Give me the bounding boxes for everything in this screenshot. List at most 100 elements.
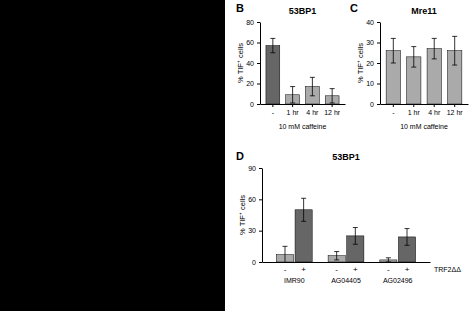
y-tick-mark: [377, 22, 380, 23]
error-bar-stem: [388, 258, 389, 262]
y-tick-label: 40: [366, 19, 374, 26]
error-bar-cap: [432, 38, 437, 39]
bar-sign-label: +: [405, 265, 410, 274]
y-axis: 0306090: [248, 165, 262, 266]
panel: 010203040-1 hr4 hr12 hr10 mM caffeineMre…: [350, 2, 469, 130]
x-tick-mark: [434, 104, 435, 107]
error-bar: [432, 38, 437, 59]
y-tick-label: 60: [248, 196, 256, 203]
x-tick-label: -: [272, 109, 275, 116]
y-tick-mark: [259, 262, 262, 263]
y-tick-mark: [377, 63, 380, 64]
y-tick: 90: [248, 165, 262, 172]
error-bar: [270, 38, 275, 52]
error-bar-stem: [272, 38, 273, 52]
error-bar-cap: [270, 52, 275, 53]
y-tick-label: 0: [252, 259, 256, 266]
y-tick-label: 10: [366, 80, 374, 87]
bar: [266, 46, 280, 104]
error-bar-cap: [353, 244, 358, 245]
x-tick-label: 12 hr: [447, 109, 464, 116]
y-tick-label: 80: [246, 19, 254, 26]
panel-letter: D: [236, 150, 244, 162]
y-tick-label: 60: [246, 39, 254, 46]
error-bar-stem: [336, 252, 337, 260]
error-bar-cap: [411, 46, 416, 47]
error-bar-cap: [282, 246, 287, 247]
y-tick: 10: [366, 80, 380, 87]
error-bar: [386, 258, 391, 262]
error-bar-cap: [290, 102, 295, 103]
y-tick-mark: [377, 104, 380, 105]
y-tick-mark: [257, 43, 260, 44]
panel-title: 53BP1: [332, 152, 360, 162]
error-bar-cap: [334, 259, 339, 260]
error-bar: [330, 89, 335, 103]
error-bar-cap: [405, 245, 410, 246]
x-tick-label: 4 hr: [428, 109, 441, 116]
y-tick-mark: [377, 84, 380, 85]
error-bar-cap: [334, 251, 339, 252]
group-label: AG04405: [331, 277, 361, 284]
y-axis-label: % TIF⁺ cells: [356, 43, 365, 83]
error-bar-stem: [355, 228, 356, 245]
panel-title: Mre11: [411, 6, 437, 16]
y-tick-label: 20: [246, 80, 254, 87]
y-tick: 40: [246, 60, 260, 67]
x-tick: 12 hr: [447, 104, 464, 116]
x-axis-line: [263, 262, 431, 263]
y-axis: 0 10 20 30 40: [366, 19, 380, 108]
y-tick: 20: [366, 60, 380, 67]
error-bar-stem: [312, 77, 313, 95]
y-tick-mark: [259, 231, 262, 232]
x-tick-mark: [292, 104, 293, 107]
error-bar-cap: [290, 86, 295, 87]
error-bar-cap: [330, 88, 335, 89]
y-tick: 0: [370, 101, 380, 108]
error-bar-stem: [454, 36, 455, 65]
y-tick-label: 90: [248, 165, 256, 172]
y-tick-label: 40: [246, 60, 254, 67]
y-axis-label: % TIF⁺ cells: [236, 43, 245, 83]
x-tick-mark: [272, 104, 273, 107]
error-bar-stem: [413, 47, 414, 68]
error-bar-cap: [330, 102, 335, 103]
y-tick-label: 0: [250, 101, 254, 108]
y-axis-line: [380, 23, 381, 105]
error-bar-stem: [284, 246, 285, 262]
error-bar-cap: [386, 262, 391, 263]
y-tick-mark: [257, 84, 260, 85]
x-tick-mark: [413, 104, 414, 107]
x-axis: IMR90AG04405AG02496: [263, 262, 431, 284]
bar-sign-label: +: [301, 265, 306, 274]
error-bar: [411, 47, 416, 68]
panel-title: 53BP1: [289, 6, 317, 16]
image-area: [0, 0, 225, 311]
error-bar: [452, 36, 457, 65]
y-tick: 60: [248, 196, 262, 203]
y-tick: 0: [252, 259, 262, 266]
error-bar: [391, 38, 396, 63]
y-tick-label: 30: [366, 39, 374, 46]
figure: 020406080-1 hr4 hr12 hr10 mM caffeine53B…: [0, 0, 474, 311]
panel: 020406080-1 hr4 hr12 hr10 mM caffeine53B…: [236, 2, 346, 130]
x-tick-mark: [393, 104, 394, 107]
x-tick: -: [272, 104, 275, 116]
plot-area: [266, 38, 339, 104]
error-bar: [334, 252, 339, 260]
error-bar-cap: [310, 77, 315, 78]
x-tick-mark: [454, 104, 455, 107]
error-bar-cap: [301, 221, 306, 222]
y-tick-label: 0: [370, 101, 374, 108]
error-bar-cap: [452, 36, 457, 37]
y-tick: 80: [246, 19, 260, 26]
annotation: TRF2ΔΔ: [434, 266, 461, 273]
x-axis: -1 hr4 hr12 hr: [381, 104, 469, 116]
error-bar: [290, 87, 295, 103]
panel-letter: B: [236, 2, 244, 14]
x-tick: 4 hr: [428, 104, 441, 116]
error-bar: [353, 228, 358, 245]
error-bar-cap: [391, 38, 396, 39]
error-bar-cap: [432, 58, 437, 59]
error-bar-cap: [391, 63, 396, 64]
